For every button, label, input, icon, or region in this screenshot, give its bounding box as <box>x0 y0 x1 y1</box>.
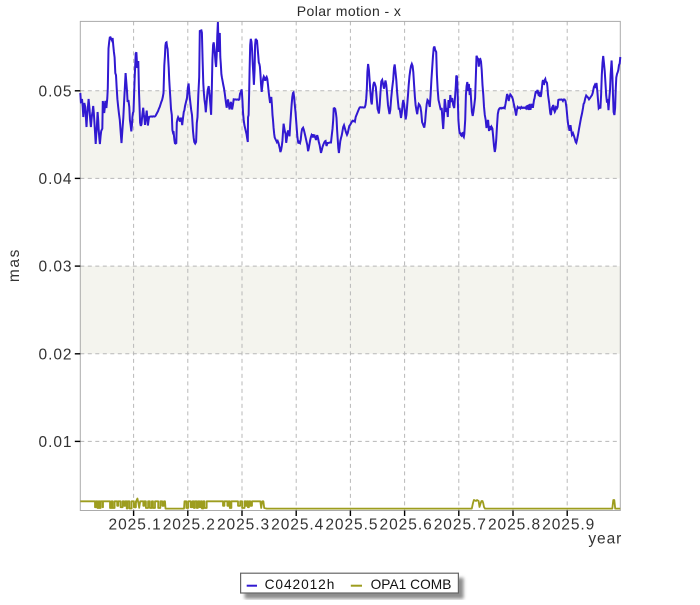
svg-text:2025.7: 2025.7 <box>434 517 487 534</box>
svg-text:2025.1: 2025.1 <box>109 517 162 534</box>
svg-text:2025.2: 2025.2 <box>163 517 216 534</box>
svg-text:2025.9: 2025.9 <box>542 517 595 534</box>
svg-text:2025.6: 2025.6 <box>380 517 433 534</box>
svg-text:0.01: 0.01 <box>39 434 73 451</box>
svg-text:year: year <box>588 530 622 547</box>
svg-text:2025.5: 2025.5 <box>325 517 378 534</box>
svg-text:0.04: 0.04 <box>39 171 73 188</box>
svg-text:0.02: 0.02 <box>39 346 73 363</box>
svg-text:C042012h: C042012h <box>265 577 336 592</box>
svg-text:0.03: 0.03 <box>39 259 73 276</box>
svg-text:OPA1 COMB: OPA1 COMB <box>371 577 452 592</box>
svg-text:2025.8: 2025.8 <box>488 517 541 534</box>
svg-text:mas: mas <box>6 248 23 282</box>
svg-text:Polar motion - x: Polar motion - x <box>297 3 401 19</box>
svg-text:2025.3: 2025.3 <box>217 517 270 534</box>
svg-text:2025.4: 2025.4 <box>271 517 324 534</box>
svg-text:0.05: 0.05 <box>39 83 73 100</box>
